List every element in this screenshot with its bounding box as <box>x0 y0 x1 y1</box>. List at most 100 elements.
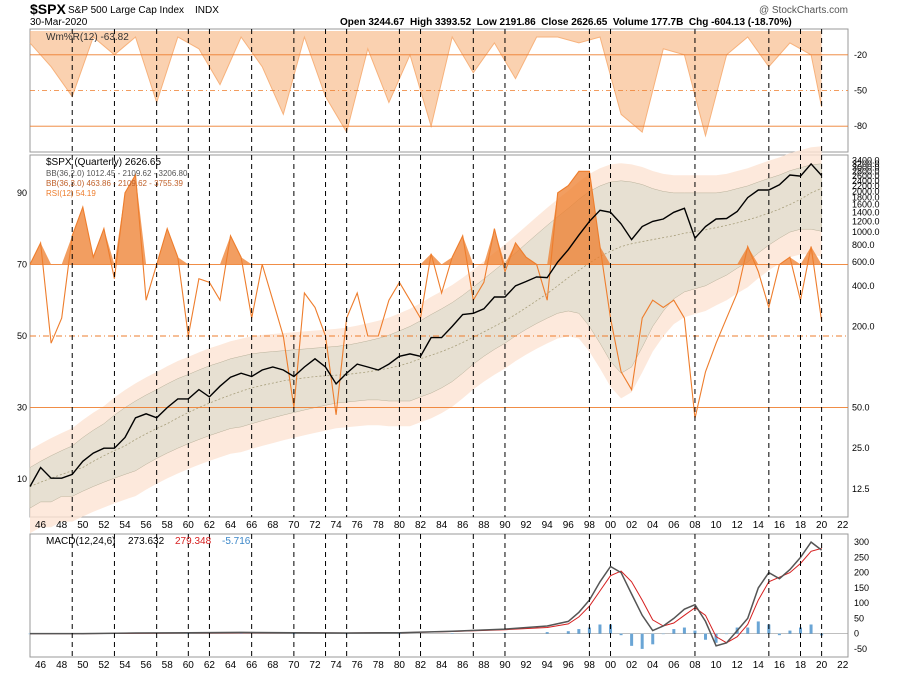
x-axis-tick: 48 <box>56 520 68 531</box>
macd-hist-bar <box>450 633 454 634</box>
x-axis-tick: 68 <box>267 660 279 671</box>
chart-date: 30-Mar-2020 <box>30 17 88 28</box>
price-y-tick: 1400.0 <box>852 207 880 217</box>
x-axis-tick: 02 <box>626 660 638 671</box>
price-y-tick: 2800.0 <box>852 167 880 177</box>
macd-hist-bar <box>756 621 760 634</box>
x-axis-tick: 46 <box>35 520 47 531</box>
x-axis-tick: 58 <box>162 520 174 531</box>
x-axis-tick: 84 <box>436 520 448 531</box>
price-y-tick: 1000.0 <box>852 227 880 237</box>
price-y-tick: 50.0 <box>852 403 870 413</box>
x-axis-tick: 18 <box>795 520 807 531</box>
macd-hist-bar <box>714 633 718 643</box>
price-y-tick: 2200.0 <box>852 181 880 191</box>
stockcharts-watermark: @ StockCharts.com <box>759 5 848 16</box>
macd-hist-bar <box>767 624 771 634</box>
x-axis-tick: 20 <box>816 660 828 671</box>
macd-hist-bar <box>640 633 644 649</box>
rsi-y-tick: 30 <box>17 403 27 413</box>
x-axis-tick: 52 <box>98 520 110 531</box>
macd-legend-label: MACD(12,24,6) <box>46 536 115 547</box>
price-y-tick: 1600.0 <box>852 200 880 210</box>
x-axis-tick: 96 <box>563 520 575 531</box>
x-axis-tick: 62 <box>204 520 216 531</box>
x-axis-tick: 20 <box>816 520 828 531</box>
macd-hist-bar <box>746 627 750 634</box>
x-axis-tick: 04 <box>647 660 659 671</box>
x-axis-tick: 02 <box>626 520 638 531</box>
wmr-area <box>30 31 822 136</box>
x-axis-tick: 62 <box>204 660 216 671</box>
price-y-tick: 600.0 <box>852 257 875 267</box>
chart-name: S&P 500 Large Cap Index <box>68 5 184 16</box>
macd-hist-bar <box>682 627 686 634</box>
price-y-tick: 3200.0 <box>852 159 880 169</box>
x-axis-tick: 52 <box>98 660 110 671</box>
x-axis-tick: 86 <box>457 520 469 531</box>
mid-band-line <box>29 187 822 487</box>
price-y-tick: 200.0 <box>852 321 875 331</box>
x-axis-tick: 60 <box>183 520 195 531</box>
macd-hist-bar <box>587 627 591 634</box>
x-axis-tick: 12 <box>732 520 744 531</box>
x-axis-tick: 00 <box>605 660 617 671</box>
x-axis-tick: 18 <box>795 660 807 671</box>
macd-legend-value: 273.632 <box>128 536 165 547</box>
x-axis-tick: 70 <box>288 660 300 671</box>
price-y-tick: 3000.0 <box>852 163 880 173</box>
price-y-tick: 2400.0 <box>852 176 880 186</box>
x-axis-tick: 90 <box>499 660 511 671</box>
x-axis-tick: 78 <box>373 660 385 671</box>
x-axis-tick: 06 <box>668 660 680 671</box>
x-axis-tick: 92 <box>521 520 533 531</box>
macd-hist-bar <box>777 633 781 636</box>
x-axis-tick: 54 <box>119 660 131 671</box>
macd-hist-bar <box>661 633 665 635</box>
x-axis-tick: 14 <box>753 520 765 531</box>
macd-panel <box>29 533 849 658</box>
chart-symbol: $SPX <box>30 1 66 17</box>
macd-y-tick: -50 <box>854 644 867 654</box>
macd-hist-bar <box>598 624 602 634</box>
macd-y-tick: 300 <box>854 537 869 547</box>
macd-y-tick: 150 <box>854 583 869 593</box>
x-axis-tick: 76 <box>352 520 364 531</box>
x-axis-tick: 08 <box>689 520 701 531</box>
x-axis-tick: 80 <box>394 660 406 671</box>
macd-hist-bar <box>651 633 655 645</box>
x-axis-tick: 74 <box>331 520 343 531</box>
macd-hist-bar <box>566 631 570 634</box>
x-axis-tick: 82 <box>415 520 427 531</box>
price-y-tick: 3400.0 <box>852 155 880 165</box>
macd-hist-bar <box>704 633 708 640</box>
x-axis-tick: 94 <box>542 660 554 671</box>
bb2-legend: BB(36,2.0) 1012.45 - 2109.62 - 3206.80 <box>46 169 188 178</box>
macd-hist-bar <box>725 633 729 635</box>
macd-hist-bar <box>239 633 243 634</box>
price-y-tick: 800.0 <box>852 240 875 250</box>
macd-hist-bar <box>619 633 623 636</box>
macd-hist-bar <box>788 630 792 634</box>
hist-legend-value: -5.716 <box>222 536 251 547</box>
x-axis-tick: 96 <box>563 660 575 671</box>
spx-price-line <box>29 162 823 487</box>
price-y-tick: 2000.0 <box>852 186 880 196</box>
x-axis-tick: 74 <box>331 660 343 671</box>
x-axis-tick: 82 <box>415 660 427 671</box>
price-y-tick: 400.0 <box>852 281 875 291</box>
x-axis-tick: 88 <box>478 660 490 671</box>
x-axis-tick: 22 <box>837 520 849 531</box>
macd-hist-bar <box>809 624 813 634</box>
x-axis-tick: 60 <box>183 660 195 671</box>
x-axis-tick: 98 <box>584 520 596 531</box>
price-y-tick: 1800.0 <box>852 193 880 203</box>
x-axis-tick: 16 <box>774 520 786 531</box>
x-axis-tick: 00 <box>605 520 617 531</box>
bb3-legend: BB(36,3.0) 463.86 - 2109.62 - 3755.39 <box>46 179 184 188</box>
x-axis-tick: 22 <box>837 660 849 671</box>
macd-hist-bar <box>799 627 803 634</box>
x-axis-tick: 04 <box>647 520 659 531</box>
macd-y-tick: 100 <box>854 598 869 608</box>
